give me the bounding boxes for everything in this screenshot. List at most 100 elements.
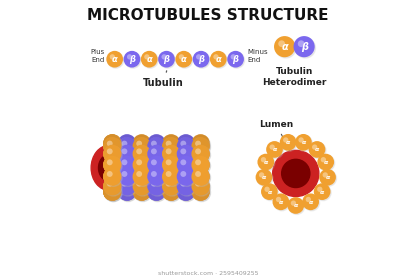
Circle shape <box>136 141 142 146</box>
Circle shape <box>181 171 186 177</box>
Circle shape <box>163 146 181 164</box>
Circle shape <box>144 54 149 60</box>
Circle shape <box>166 141 171 146</box>
Text: α: α <box>324 160 328 165</box>
Circle shape <box>121 148 127 154</box>
Circle shape <box>105 157 122 175</box>
Circle shape <box>147 167 166 186</box>
Circle shape <box>178 184 196 202</box>
Circle shape <box>178 139 196 156</box>
Text: α: α <box>281 42 288 52</box>
Circle shape <box>119 139 137 156</box>
Circle shape <box>195 186 201 192</box>
Circle shape <box>147 134 166 153</box>
Circle shape <box>133 145 151 163</box>
Circle shape <box>193 139 210 156</box>
Circle shape <box>119 139 137 156</box>
Circle shape <box>177 177 195 195</box>
Circle shape <box>105 184 122 202</box>
Circle shape <box>134 157 151 175</box>
Text: Minus
End: Minus End <box>248 49 268 63</box>
Circle shape <box>177 134 195 153</box>
Circle shape <box>121 141 127 146</box>
Circle shape <box>166 171 171 177</box>
Circle shape <box>177 167 195 186</box>
Circle shape <box>107 148 113 154</box>
Circle shape <box>193 146 210 164</box>
Circle shape <box>133 137 151 155</box>
Circle shape <box>103 137 121 155</box>
Circle shape <box>163 157 181 175</box>
Circle shape <box>162 156 181 174</box>
Circle shape <box>267 143 283 158</box>
Circle shape <box>162 183 181 201</box>
Circle shape <box>103 137 121 155</box>
Circle shape <box>210 51 227 67</box>
Circle shape <box>134 184 151 202</box>
Text: β: β <box>163 55 169 64</box>
Circle shape <box>133 183 151 201</box>
Circle shape <box>196 54 201 60</box>
Text: Tubulin
Heterodimer: Tubulin Heterodimer <box>262 67 327 87</box>
Circle shape <box>105 179 122 196</box>
Circle shape <box>195 159 201 165</box>
Circle shape <box>191 145 210 163</box>
Text: MICROTUBULES STRUCTURE: MICROTUBULES STRUCTURE <box>87 8 329 23</box>
Circle shape <box>162 145 181 163</box>
Circle shape <box>110 54 115 60</box>
Circle shape <box>121 181 127 186</box>
Circle shape <box>147 167 166 186</box>
Circle shape <box>103 177 121 195</box>
Circle shape <box>121 171 127 177</box>
Circle shape <box>133 177 151 195</box>
Circle shape <box>181 186 186 192</box>
Circle shape <box>162 177 181 195</box>
Circle shape <box>118 167 136 186</box>
Circle shape <box>195 181 201 186</box>
Circle shape <box>276 38 296 58</box>
Circle shape <box>276 197 281 202</box>
Text: α: α <box>267 190 272 195</box>
Circle shape <box>151 186 157 192</box>
Circle shape <box>304 195 319 211</box>
Circle shape <box>106 51 123 67</box>
Circle shape <box>162 167 181 186</box>
Circle shape <box>193 184 210 202</box>
Text: α: α <box>315 147 319 152</box>
Text: α: α <box>146 55 152 64</box>
Circle shape <box>321 157 326 162</box>
Circle shape <box>118 156 136 174</box>
Circle shape <box>105 169 122 186</box>
Circle shape <box>136 148 142 154</box>
Circle shape <box>149 157 166 175</box>
Circle shape <box>149 139 166 156</box>
Circle shape <box>125 52 141 68</box>
Circle shape <box>121 186 127 192</box>
Circle shape <box>151 181 157 186</box>
Circle shape <box>149 184 166 202</box>
Circle shape <box>134 139 151 156</box>
Circle shape <box>134 179 151 196</box>
Circle shape <box>213 54 219 60</box>
Circle shape <box>181 181 186 186</box>
Text: α: α <box>325 175 330 180</box>
Circle shape <box>149 179 166 196</box>
Circle shape <box>119 157 137 175</box>
Circle shape <box>270 144 275 150</box>
Circle shape <box>191 183 210 201</box>
Circle shape <box>181 148 186 154</box>
Circle shape <box>162 134 181 153</box>
Text: β: β <box>233 55 239 64</box>
Circle shape <box>136 159 142 165</box>
Circle shape <box>194 52 210 68</box>
Circle shape <box>105 184 122 202</box>
Circle shape <box>118 156 136 174</box>
Circle shape <box>166 159 171 165</box>
Circle shape <box>142 52 158 68</box>
Circle shape <box>119 184 137 202</box>
Circle shape <box>133 167 151 186</box>
Circle shape <box>105 157 122 175</box>
Circle shape <box>105 146 122 164</box>
Circle shape <box>163 139 181 156</box>
Circle shape <box>103 156 121 174</box>
